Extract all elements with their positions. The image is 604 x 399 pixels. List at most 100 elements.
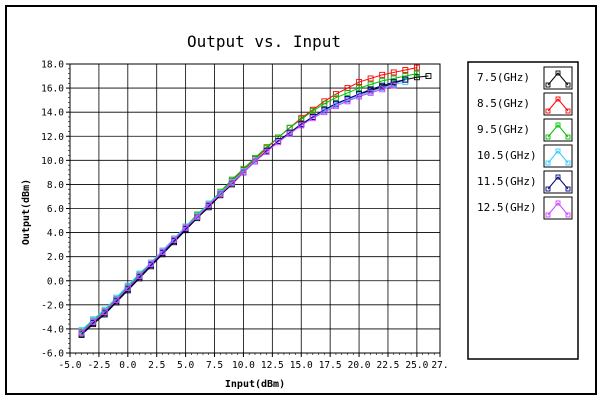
data-point [367, 75, 374, 82]
y-tick-label: 4.0 [47, 228, 64, 239]
data-point [286, 130, 293, 137]
data-point [240, 169, 247, 176]
series-line [81, 81, 406, 331]
data-point [425, 73, 432, 79]
series-5 [78, 82, 397, 336]
x-tick-label: 20.0 [348, 360, 371, 371]
legend-swatch-line [547, 176, 569, 190]
data-point [321, 100, 328, 107]
legend-swatch-marker [545, 212, 551, 218]
legend-swatch-marker [555, 174, 561, 180]
legend-label: 9.5(GHz) [477, 123, 530, 136]
legend-label: 7.5(GHz) [477, 71, 530, 84]
legend-swatch-marker [555, 96, 561, 102]
data-point [402, 76, 409, 83]
data-point [390, 79, 397, 86]
data-point [356, 93, 363, 100]
legend-swatch-marker [545, 160, 551, 166]
data-point [390, 82, 397, 89]
x-tick-label: 22.5 [377, 360, 400, 371]
data-point [379, 71, 386, 78]
series-line [81, 73, 417, 332]
y-tick-label: -4.0 [41, 324, 64, 335]
y-tick-label: 10.0 [41, 156, 64, 167]
x-tick-label: 2.5 [148, 360, 165, 371]
legend-swatch-line [547, 202, 569, 216]
data-point [332, 91, 339, 98]
data-point [390, 69, 397, 76]
chart-svg: Output vs. Input -5.0 -2.5 0.0 2.5 5.0 7.5 10.… [21, 32, 579, 390]
legend-entry: 7.5(GHz) [477, 66, 573, 90]
legend-swatch-marker [555, 148, 561, 154]
data-point [402, 73, 409, 79]
legend: 7.5(GHz) 8.5(GHz) 9.5(GHz) 10.5(GHz) 11.5(GH… [477, 66, 573, 220]
data-point [136, 272, 143, 279]
data-point [332, 94, 339, 101]
data-point [367, 86, 374, 93]
legend-label: 8.5(GHz) [477, 97, 530, 110]
legend-swatch-marker [545, 108, 551, 114]
axis-ticks: -5.0 -2.5 0.0 2.5 5.0 7.5 10.0 12.5 15.0 17.5 20.0… [41, 60, 448, 372]
legend-swatch-line [547, 72, 569, 86]
legend-label: 10.5(GHz) [477, 149, 537, 162]
y-tick-label: -2.0 [41, 300, 64, 311]
data-point [309, 108, 316, 114]
data-point [344, 98, 351, 105]
data-point [205, 201, 212, 208]
data-point [78, 329, 85, 336]
x-tick-label: 12.5 [261, 360, 284, 371]
legend-swatch-marker [555, 122, 561, 128]
data-point [228, 180, 235, 187]
y-tick-label: -6.0 [41, 349, 64, 360]
legend-label: 11.5(GHz) [477, 175, 537, 188]
x-tick-label: 10.0 [232, 360, 255, 371]
legend-swatch-marker [565, 160, 571, 166]
data-point [217, 191, 224, 198]
y-tick-label: 16.0 [41, 84, 64, 95]
x-axis-label: Input(dBm) [225, 379, 285, 390]
data-point [90, 318, 97, 325]
data-point [390, 75, 397, 82]
legend-swatch-line [547, 124, 569, 138]
y-axis-label: Output(dBm) [21, 179, 32, 245]
data-point [194, 213, 201, 220]
x-tick-label: 25.0 [405, 360, 428, 371]
data-point [113, 297, 120, 303]
y-tick-label: 0.0 [47, 276, 64, 287]
legend-swatch-box [543, 92, 573, 116]
x-tick-label: 0.0 [119, 360, 136, 371]
data-point [344, 89, 351, 96]
data-point [356, 79, 363, 86]
legend-swatch-marker [555, 70, 561, 76]
chart-frame: Output vs. Input -5.0 -2.5 0.0 2.5 5.0 7.5 10.… [5, 5, 597, 395]
data-point [413, 70, 420, 77]
legend-swatch-line [547, 150, 569, 164]
legend-swatch-box [543, 196, 573, 220]
data-point [379, 82, 386, 89]
data-point [356, 85, 363, 92]
legend-swatch-marker [545, 82, 551, 88]
legend-swatch-marker [565, 108, 571, 114]
data-point [159, 248, 166, 255]
y-tick-label: 8.0 [47, 180, 64, 191]
legend-entry: 12.5(GHz) [477, 196, 573, 220]
data-point [367, 89, 374, 96]
data-point [298, 122, 305, 129]
data-point [124, 285, 131, 291]
legend-swatch-marker [545, 134, 551, 140]
data-point [332, 103, 339, 110]
x-tick-label: 7.5 [206, 360, 223, 371]
data-point [413, 64, 420, 71]
legend-entry: 9.5(GHz) [477, 118, 573, 142]
x-tick-label: 17.5 [319, 360, 342, 371]
legend-swatch-box [543, 118, 573, 142]
x-tick-label: 27. [431, 360, 448, 371]
data-point [101, 309, 108, 316]
legend-swatch-marker [545, 186, 551, 192]
legend-entry: 11.5(GHz) [477, 170, 573, 194]
y-tick-label: 14.0 [41, 108, 64, 119]
legend-swatch-marker [565, 186, 571, 192]
data-point [413, 74, 420, 81]
y-tick-label: 2.0 [47, 252, 64, 263]
legend-entry: 10.5(GHz) [477, 144, 573, 168]
